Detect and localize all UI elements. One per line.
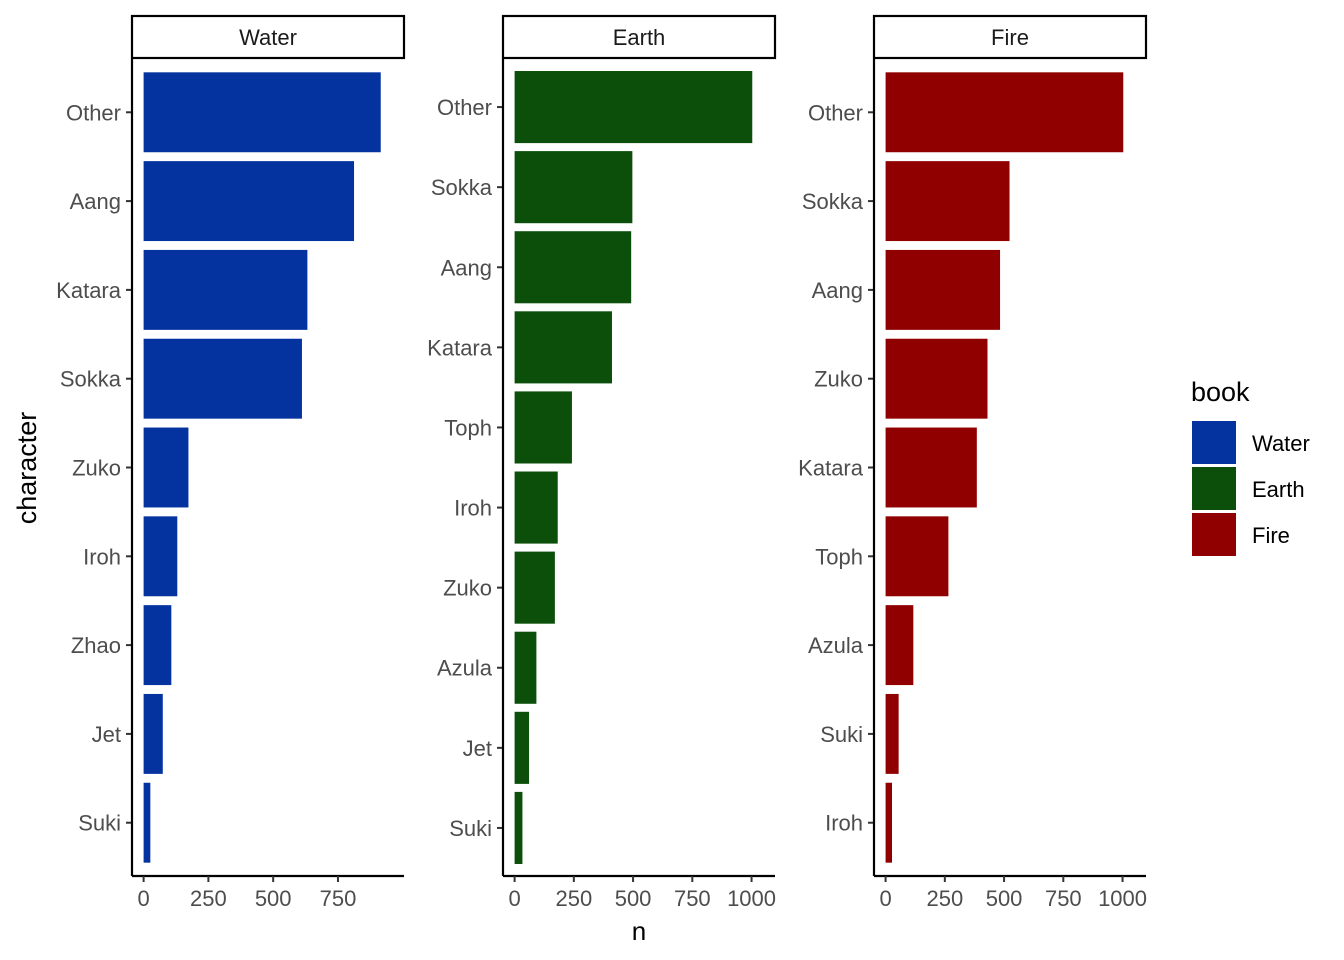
y-tick-label: Other: [808, 100, 863, 125]
x-tick-label: 250: [555, 886, 592, 911]
legend-label: Earth: [1252, 477, 1305, 502]
y-tick-label: Iroh: [454, 496, 492, 521]
facet-strip: [872, 14, 1148, 60]
bar: [143, 516, 178, 597]
y-tick-label: Suki: [820, 722, 863, 747]
bar: [885, 693, 899, 774]
legend-label: Fire: [1252, 523, 1290, 548]
y-tick-label: Aang: [812, 278, 863, 303]
y-tick-label: Zuko: [72, 456, 121, 481]
bar: [885, 782, 892, 863]
bar: [885, 427, 977, 508]
legend-key-fire: [1192, 513, 1236, 556]
panel-water: Water Other Aang Katara Sokka Zuko Iroh Zhao Jet…: [56, 14, 406, 911]
panels: Water Other Aang Katara Sokka Zuko Iroh Zhao Jet…: [56, 14, 1148, 911]
legend-title: book: [1191, 377, 1250, 407]
bar: [143, 693, 163, 774]
bar: [514, 71, 753, 144]
bar: [514, 631, 537, 704]
bar: [143, 161, 355, 242]
y-tick-label: Sokka: [802, 189, 864, 214]
facet-strip: [501, 14, 777, 60]
bar: [885, 161, 1010, 242]
x-tick-label: 500: [986, 886, 1023, 911]
x-tick-label: 250: [926, 886, 963, 911]
y-tick-label: Aang: [441, 255, 492, 280]
bar: [885, 72, 1124, 153]
x-tick-label: 750: [1045, 886, 1082, 911]
y-tick-label: Azula: [437, 656, 493, 681]
x-tick-label: 750: [674, 886, 711, 911]
y-tick-label: Katara: [427, 335, 493, 360]
panel-earth: Earth Other Sokka Aang Katara Toph Iroh Zuko Azu…: [427, 14, 777, 911]
x-axis-title: n: [632, 916, 646, 946]
y-tick-label: Jet: [463, 736, 492, 761]
y-tick-label: Iroh: [83, 544, 121, 569]
x-tick-label: 500: [615, 886, 652, 911]
bar: [885, 605, 914, 686]
y-tick-label: Sokka: [431, 175, 493, 200]
legend-key-earth: [1192, 467, 1236, 510]
y-tick-label: Katara: [56, 278, 122, 303]
legend: book Water Earth Fire: [1191, 377, 1310, 556]
bar: [514, 791, 523, 864]
x-tick-label: 1000: [1098, 886, 1147, 911]
y-tick-label: Other: [437, 95, 492, 120]
y-tick-label: Jet: [92, 722, 121, 747]
y-tick-label: Azula: [808, 633, 864, 658]
bar: [514, 551, 555, 624]
bar: [143, 338, 302, 419]
x-tick-label: 250: [190, 886, 227, 911]
y-tick-label: Suki: [78, 811, 121, 836]
panel-fire: Fire Other Sokka Aang Zuko Katara Toph Azula Suk…: [798, 14, 1148, 911]
y-tick-label: Suki: [449, 816, 492, 841]
y-tick-label: Aang: [70, 189, 121, 214]
y-tick-label: Toph: [815, 544, 863, 569]
legend-label: Water: [1252, 431, 1310, 456]
bar: [143, 782, 151, 863]
x-tick-label: 500: [255, 886, 292, 911]
y-tick-label: Zuko: [814, 367, 863, 392]
bar: [885, 516, 949, 597]
bar: [143, 249, 308, 330]
y-tick-label: Toph: [444, 415, 492, 440]
y-tick-label: Zuko: [443, 576, 492, 601]
x-tick-label: 0: [137, 886, 149, 911]
y-tick-label: Zhao: [71, 633, 121, 658]
facet-title: Fire: [991, 25, 1029, 50]
bar: [143, 427, 189, 508]
legend-key-water: [1192, 421, 1236, 464]
bar: [885, 338, 988, 419]
bar: [514, 311, 612, 384]
bar: [514, 711, 530, 784]
x-tick-label: 750: [320, 886, 357, 911]
x-tick-label: 0: [879, 886, 891, 911]
facet-title: Water: [239, 25, 297, 50]
y-tick-label: Iroh: [825, 811, 863, 836]
facet-strip: [130, 14, 406, 60]
bar: [885, 249, 1001, 330]
y-tick-label: Other: [66, 100, 121, 125]
x-tick-label: 0: [508, 886, 520, 911]
bar: [514, 471, 558, 544]
bar: [514, 231, 632, 304]
bar: [143, 605, 172, 686]
y-axis-title: character: [12, 412, 42, 525]
y-tick-label: Sokka: [60, 367, 122, 392]
bar: [514, 391, 572, 464]
facet-title: Earth: [613, 25, 666, 50]
bar: [514, 151, 633, 224]
bar: [143, 72, 381, 153]
x-tick-label: 1000: [727, 886, 776, 911]
y-tick-label: Katara: [798, 456, 864, 481]
